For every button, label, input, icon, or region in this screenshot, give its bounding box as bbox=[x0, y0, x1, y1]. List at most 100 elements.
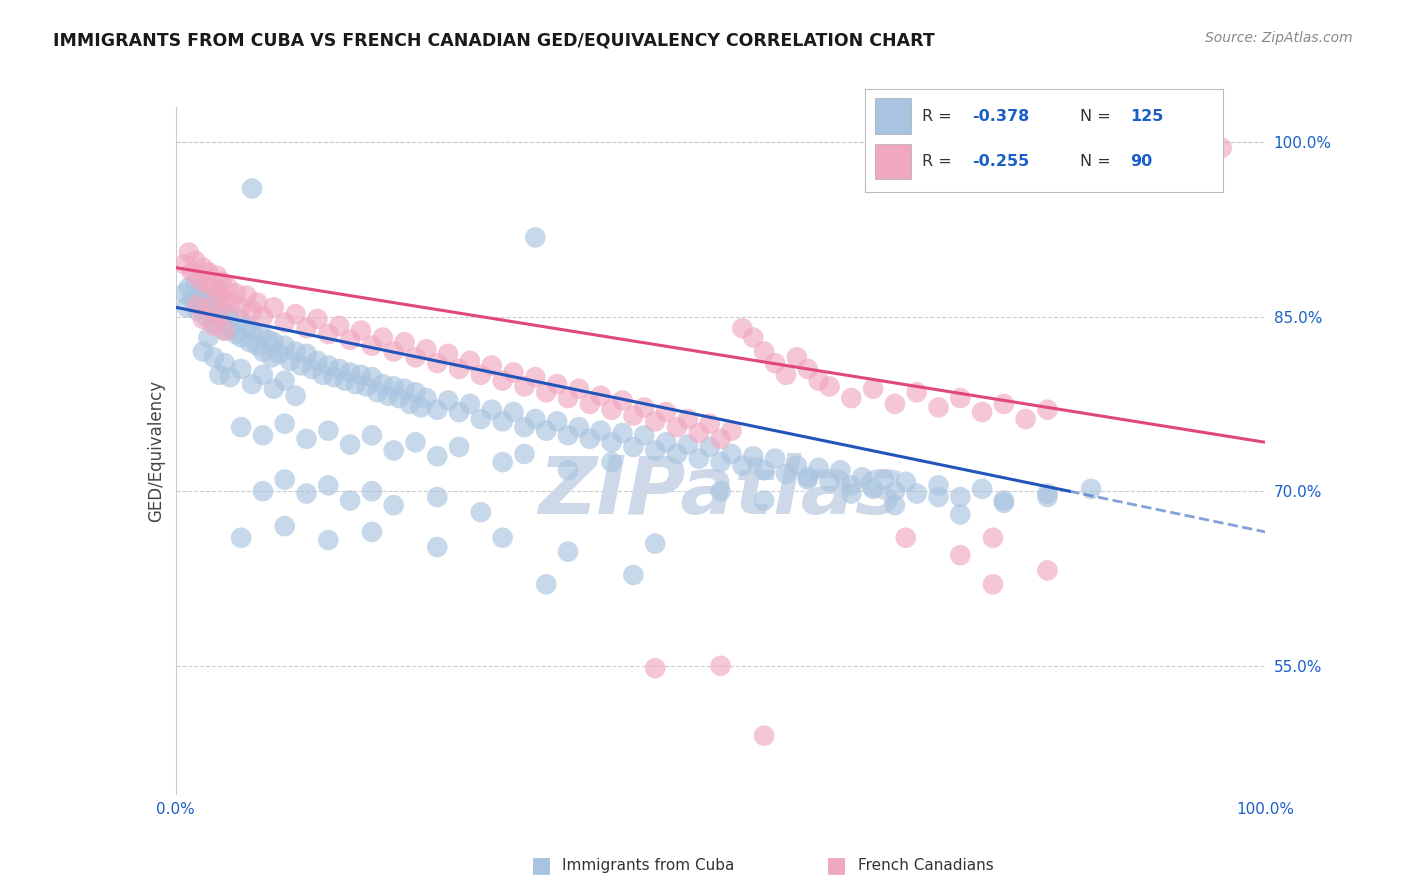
Point bbox=[197, 265, 219, 279]
Point bbox=[742, 330, 765, 344]
Point bbox=[219, 295, 242, 310]
Point bbox=[177, 245, 200, 260]
Point bbox=[214, 292, 236, 306]
Text: Source: ZipAtlas.com: Source: ZipAtlas.com bbox=[1205, 31, 1353, 45]
Point bbox=[231, 330, 253, 344]
Point bbox=[557, 463, 579, 477]
Point bbox=[981, 531, 1004, 545]
Point bbox=[568, 420, 591, 434]
Point bbox=[191, 295, 214, 310]
Point bbox=[524, 412, 547, 426]
Point bbox=[970, 405, 993, 419]
Point bbox=[862, 382, 884, 396]
Point bbox=[274, 417, 297, 431]
Point bbox=[246, 339, 269, 353]
Point bbox=[197, 288, 219, 302]
Point bbox=[1036, 402, 1059, 417]
Point bbox=[333, 374, 356, 388]
Point bbox=[851, 470, 873, 484]
Point bbox=[970, 482, 993, 496]
Point bbox=[184, 275, 207, 289]
Point bbox=[328, 362, 350, 376]
Point bbox=[202, 280, 225, 294]
Point bbox=[644, 536, 666, 550]
Point bbox=[949, 548, 972, 562]
Point bbox=[447, 405, 470, 419]
Point bbox=[371, 377, 394, 392]
Point bbox=[173, 286, 195, 301]
Point bbox=[263, 300, 285, 314]
Point bbox=[284, 307, 307, 321]
Point bbox=[993, 397, 1015, 411]
Point bbox=[873, 473, 896, 487]
Point bbox=[240, 303, 263, 318]
Point bbox=[235, 318, 257, 333]
Point bbox=[458, 397, 481, 411]
Point bbox=[295, 347, 318, 361]
Point bbox=[252, 484, 274, 499]
Point bbox=[231, 531, 253, 545]
Point bbox=[252, 310, 274, 324]
Point bbox=[177, 280, 200, 294]
Point bbox=[1015, 412, 1038, 426]
Point bbox=[301, 362, 323, 376]
Point bbox=[1036, 486, 1059, 500]
Point bbox=[405, 351, 427, 365]
Point bbox=[928, 490, 950, 504]
Point bbox=[655, 405, 678, 419]
Point bbox=[382, 379, 405, 393]
Point bbox=[214, 324, 236, 338]
Point bbox=[225, 286, 247, 301]
Point bbox=[949, 508, 972, 522]
Point bbox=[513, 420, 536, 434]
Point bbox=[339, 333, 361, 347]
Point bbox=[260, 351, 283, 365]
Point bbox=[534, 424, 557, 438]
Text: 90: 90 bbox=[1130, 154, 1153, 169]
Point bbox=[307, 312, 329, 326]
Point bbox=[557, 428, 579, 442]
Point bbox=[205, 295, 228, 310]
Point bbox=[200, 300, 222, 314]
Point bbox=[754, 463, 776, 477]
Point bbox=[666, 420, 689, 434]
Point bbox=[360, 524, 382, 539]
Point bbox=[225, 326, 247, 341]
Point bbox=[394, 335, 416, 350]
Point bbox=[197, 300, 219, 314]
Point bbox=[699, 440, 721, 454]
Point bbox=[274, 519, 297, 533]
Point bbox=[202, 318, 225, 333]
Point bbox=[993, 493, 1015, 508]
Point bbox=[612, 393, 634, 408]
Point bbox=[786, 458, 808, 473]
Point bbox=[356, 379, 378, 393]
Point bbox=[905, 385, 928, 400]
Point bbox=[350, 324, 373, 338]
Point bbox=[197, 330, 219, 344]
Point bbox=[426, 450, 449, 464]
Bar bbox=[876, 144, 911, 179]
Point bbox=[644, 443, 666, 458]
Point bbox=[655, 435, 678, 450]
Point bbox=[600, 435, 623, 450]
Point bbox=[318, 478, 340, 492]
Point bbox=[307, 354, 329, 368]
Point bbox=[731, 321, 754, 335]
Point bbox=[763, 356, 786, 370]
Point bbox=[1036, 490, 1059, 504]
Text: ZIPatlas: ZIPatlas bbox=[538, 452, 903, 531]
Point bbox=[394, 382, 416, 396]
Point bbox=[688, 451, 710, 466]
Point bbox=[371, 330, 394, 344]
Point bbox=[214, 356, 236, 370]
Point bbox=[191, 312, 214, 326]
Text: ■: ■ bbox=[827, 855, 846, 875]
Point bbox=[240, 377, 263, 392]
Point bbox=[360, 428, 382, 442]
Point bbox=[191, 260, 214, 275]
Point bbox=[754, 493, 776, 508]
Point bbox=[322, 370, 344, 384]
Point bbox=[534, 385, 557, 400]
Point bbox=[284, 389, 307, 403]
